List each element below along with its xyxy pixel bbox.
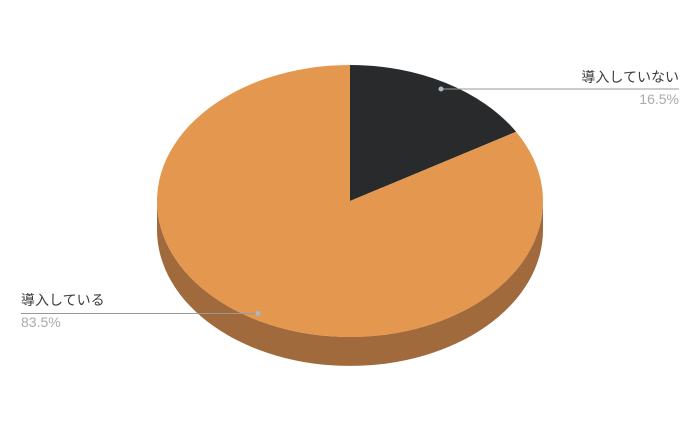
svg-text:導入していない: 導入していない — [581, 69, 679, 85]
svg-text:導入している: 導入している — [21, 292, 105, 308]
svg-text:16.5%: 16.5% — [639, 91, 679, 107]
svg-text:83.5%: 83.5% — [21, 314, 61, 330]
